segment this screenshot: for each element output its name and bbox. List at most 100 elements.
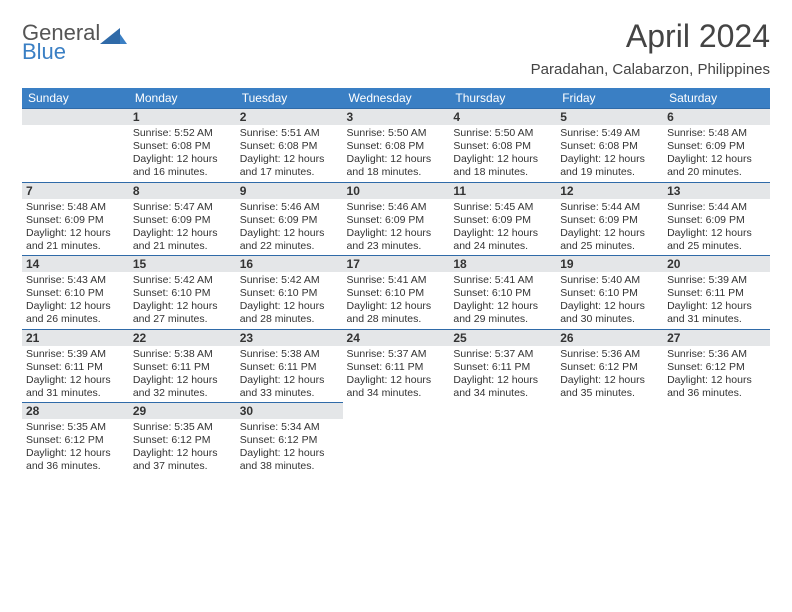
day-number: 26 xyxy=(556,329,663,346)
day-info-line: and 27 minutes. xyxy=(133,313,232,326)
day-info-line: Sunrise: 5:42 AM xyxy=(133,274,232,287)
day-info-line: Daylight: 12 hours xyxy=(453,300,552,313)
day-info-line: Sunset: 6:09 PM xyxy=(667,214,766,227)
day-info-line: Daylight: 12 hours xyxy=(26,227,125,240)
day-info-line: Sunrise: 5:52 AM xyxy=(133,127,232,140)
day-info-line: Sunrise: 5:45 AM xyxy=(453,201,552,214)
calendar: SundayMondayTuesdayWednesdayThursdayFrid… xyxy=(22,88,770,476)
day-number: 2 xyxy=(236,108,343,125)
day-info-line: Sunrise: 5:40 AM xyxy=(560,274,659,287)
day-info-line: Sunrise: 5:38 AM xyxy=(133,348,232,361)
weekday-header: Tuesday xyxy=(236,88,343,108)
weekday-header: Saturday xyxy=(663,88,770,108)
day-info-line: Sunrise: 5:51 AM xyxy=(240,127,339,140)
day-info-line: Sunset: 6:12 PM xyxy=(240,434,339,447)
day-number: 28 xyxy=(22,402,129,419)
day-number: 6 xyxy=(663,108,770,125)
day-info-line: Sunrise: 5:36 AM xyxy=(560,348,659,361)
day-info-line: Sunset: 6:11 PM xyxy=(347,361,446,374)
day-info-line: Daylight: 12 hours xyxy=(667,374,766,387)
day-number: 22 xyxy=(129,329,236,346)
day-number: 30 xyxy=(236,402,343,419)
day-info-line: Sunset: 6:09 PM xyxy=(347,214,446,227)
day-info-line: Daylight: 12 hours xyxy=(240,227,339,240)
day-info-line: Daylight: 12 hours xyxy=(560,374,659,387)
calendar-cell: 16 Sunrise: 5:42 AMSunset: 6:10 PMDayligh… xyxy=(236,255,343,329)
day-number: 18 xyxy=(449,255,556,272)
calendar-cell: 7Sunrise: 5:48 AMSunset: 6:09 PMDaylight… xyxy=(22,182,129,256)
day-number: 3 xyxy=(343,108,450,125)
day-info-line: Sunrise: 5:41 AM xyxy=(453,274,552,287)
day-info-line: Sunset: 6:11 PM xyxy=(667,287,766,300)
day-info-line: and 28 minutes. xyxy=(347,313,446,326)
calendar-cell: 21Sunrise: 5:39 AMSunset: 6:11 PMDayligh… xyxy=(22,329,129,403)
header: General Blue April 2024 Paradahan, Calab… xyxy=(22,18,770,78)
day-info-line: Sunset: 6:11 PM xyxy=(453,361,552,374)
calendar-cell: 12Sunrise: 5:44 AMSunset: 6:09 PMDayligh… xyxy=(556,182,663,256)
calendar-cell: 28Sunrise: 5:35 AMSunset: 6:12 PMDayligh… xyxy=(22,402,129,476)
day-number: 27 xyxy=(663,329,770,346)
day-number: 23 xyxy=(236,329,343,346)
day-number: 16 xyxy=(236,255,343,272)
day-info-line: Daylight: 12 hours xyxy=(26,300,125,313)
day-number: 25 xyxy=(449,329,556,346)
day-info-line: Daylight: 12 hours xyxy=(560,227,659,240)
day-info-line: Sunset: 6:08 PM xyxy=(453,140,552,153)
calendar-header: SundayMondayTuesdayWednesdayThursdayFrid… xyxy=(22,88,770,108)
day-number: 13 xyxy=(663,182,770,199)
calendar-row: 7Sunrise: 5:48 AMSunset: 6:09 PMDaylight… xyxy=(22,182,770,256)
day-info-line: Daylight: 12 hours xyxy=(240,374,339,387)
day-info-line: and 31 minutes. xyxy=(26,387,125,400)
day-number: 10 xyxy=(343,182,450,199)
day-info-line: Sunset: 6:11 PM xyxy=(240,361,339,374)
day-info-line: Sunset: 6:12 PM xyxy=(667,361,766,374)
day-info-line: Sunrise: 5:44 AM xyxy=(667,201,766,214)
calendar-cell xyxy=(663,402,770,476)
day-info-line: Daylight: 12 hours xyxy=(133,153,232,166)
weekday-header: Sunday xyxy=(22,88,129,108)
day-info-line: Sunrise: 5:37 AM xyxy=(453,348,552,361)
day-number: 19 xyxy=(556,255,663,272)
day-info-line: Daylight: 12 hours xyxy=(667,153,766,166)
day-info-line: Sunrise: 5:34 AM xyxy=(240,421,339,434)
day-info-line: Sunrise: 5:42 AM xyxy=(240,274,339,287)
day-info-line: and 23 minutes. xyxy=(347,240,446,253)
calendar-cell: 15Sunrise: 5:42 AMSunset: 6:10 PMDayligh… xyxy=(129,255,236,329)
day-info-line: Daylight: 12 hours xyxy=(453,153,552,166)
day-info-line: and 28 minutes. xyxy=(240,313,339,326)
calendar-cell: 27Sunrise: 5:36 AMSunset: 6:12 PMDayligh… xyxy=(663,329,770,403)
calendar-cell: 22Sunrise: 5:38 AMSunset: 6:11 PMDayligh… xyxy=(129,329,236,403)
day-number: 5 xyxy=(556,108,663,125)
calendar-row: 14Sunrise: 5:43 AMSunset: 6:10 PMDayligh… xyxy=(22,255,770,329)
day-info-line: Daylight: 12 hours xyxy=(133,447,232,460)
day-number: 29 xyxy=(129,402,236,419)
calendar-cell: 19Sunrise: 5:40 AMSunset: 6:10 PMDayligh… xyxy=(556,255,663,329)
day-info-line: Daylight: 12 hours xyxy=(26,447,125,460)
day-info-line: Sunrise: 5:48 AM xyxy=(667,127,766,140)
day-info-line: Sunset: 6:12 PM xyxy=(133,434,232,447)
calendar-row: 1Sunrise: 5:52 AMSunset: 6:08 PMDaylight… xyxy=(22,108,770,182)
day-info-line: and 19 minutes. xyxy=(560,166,659,179)
calendar-cell: 30Sunrise: 5:34 AMSunset: 6:12 PMDayligh… xyxy=(236,402,343,476)
calendar-row: 21Sunrise: 5:39 AMSunset: 6:11 PMDayligh… xyxy=(22,329,770,403)
day-info-line: Sunrise: 5:50 AM xyxy=(347,127,446,140)
day-info-line: and 30 minutes. xyxy=(560,313,659,326)
day-info-line: and 34 minutes. xyxy=(453,387,552,400)
calendar-body: 1Sunrise: 5:52 AMSunset: 6:08 PMDaylight… xyxy=(22,108,770,476)
day-info-line: Daylight: 12 hours xyxy=(133,374,232,387)
day-info-line: Sunset: 6:12 PM xyxy=(26,434,125,447)
day-info-line: and 25 minutes. xyxy=(560,240,659,253)
day-info-line: Sunset: 6:11 PM xyxy=(26,361,125,374)
day-info-line: and 36 minutes. xyxy=(667,387,766,400)
calendar-cell: 6Sunrise: 5:48 AMSunset: 6:09 PMDaylight… xyxy=(663,108,770,182)
day-info-line: and 32 minutes. xyxy=(133,387,232,400)
day-info-line: and 21 minutes. xyxy=(133,240,232,253)
day-info-line: Daylight: 12 hours xyxy=(240,300,339,313)
day-info-line: Sunset: 6:10 PM xyxy=(240,287,339,300)
day-info-line: Sunset: 6:10 PM xyxy=(347,287,446,300)
day-info-line: Sunset: 6:09 PM xyxy=(453,214,552,227)
calendar-cell: 5Sunrise: 5:49 AMSunset: 6:08 PMDaylight… xyxy=(556,108,663,182)
day-info-line: and 26 minutes. xyxy=(26,313,125,326)
day-number-empty xyxy=(22,108,129,125)
day-info-line: and 34 minutes. xyxy=(347,387,446,400)
